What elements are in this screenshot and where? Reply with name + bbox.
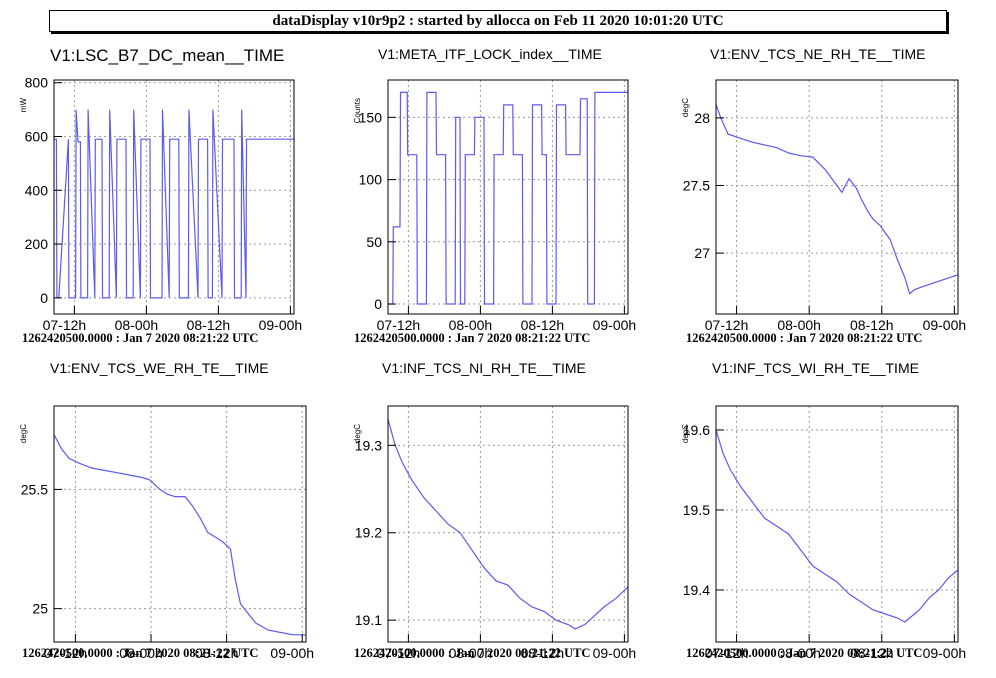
y-tick-label: 25.5 (21, 481, 48, 497)
chart-title: V1:ENV_TCS_WE_RH_TE__TIME (50, 360, 269, 376)
x-tick-label: 09-00h (259, 317, 303, 333)
chart-timestamp-footer: 1262420500.0000 : Jan 7 2020 08:21:22 UT… (354, 646, 591, 660)
plot-frame (715, 405, 959, 643)
y-axis-label: degC (681, 98, 690, 117)
x-tick-label: 07-12h (705, 645, 749, 661)
y-tick-label: 150 (359, 109, 383, 125)
series-line (53, 434, 306, 636)
x-tick-label: 08-00h (777, 317, 821, 333)
y-tick-label: 19.4 (683, 582, 710, 598)
y-tick-label: 19.3 (355, 437, 382, 453)
plot-frame (387, 405, 629, 643)
x-tick-label: 07-12h (377, 645, 421, 661)
y-axis-label: Counts (353, 98, 362, 123)
plot-frame (53, 79, 295, 315)
y-tick-label: 800 (25, 75, 49, 91)
chart-plot: 07-12h 08-00h 08-12h 09-00h 25 25.5 degC (19, 405, 314, 661)
y-tick-label: 27.5 (683, 178, 710, 194)
y-tick-label: 50 (366, 234, 382, 250)
x-tick-label: 08-12h (850, 645, 894, 661)
y-tick-label: 28 (694, 110, 710, 126)
x-tick-label: 08-12h (187, 317, 231, 333)
y-tick-label: 400 (25, 182, 49, 198)
y-axis-label: mW (19, 98, 28, 113)
chart-title: V1:INF_TCS_NI_RH_TE__TIME (382, 360, 586, 376)
y-tick-label: 600 (25, 128, 49, 144)
plot-frame (387, 79, 629, 315)
chart-panel: V1:LSC_B7_DC_mean__TIME 07-12h 08-00h 08-12… (0, 36, 332, 356)
x-tick-label: 09-00h (270, 645, 314, 661)
chart-title: V1:LSC_B7_DC_mean__TIME (50, 46, 285, 65)
y-tick-label: 19.2 (355, 525, 382, 541)
chart-panel: V1:ENV_TCS_WE_RH_TE__TIME 07-12h 08-00h 08-… (0, 358, 332, 678)
y-axis-label: degC (681, 424, 690, 443)
x-tick-label: 07-12h (377, 317, 421, 333)
x-tick-label: 07-12h (44, 645, 88, 661)
x-tick-label: 08-00h (777, 645, 821, 661)
chart-panel: V1:ENV_TCS_NE_RH_TE__TIME 07-12h 08-00h 08-… (664, 36, 996, 356)
chart-title: V1:ENV_TCS_NE_RH_TE__TIME (710, 46, 926, 62)
y-tick-label: 27 (694, 245, 710, 261)
x-tick-label: 07-12h (43, 317, 87, 333)
y-tick-label: 25 (32, 601, 48, 617)
chart-panel: V1:INF_TCS_WI_RH_TE__TIME 07-12h 08-00h 08-… (664, 358, 996, 678)
x-tick-label: 09-00h (923, 317, 967, 333)
x-tick-label: 08-12h (850, 317, 894, 333)
y-axis-label: degC (353, 424, 362, 443)
chart-timestamp-footer: 1262420500.0000 : Jan 7 2020 08:21:22 UT… (686, 331, 923, 345)
series-line (388, 91, 628, 305)
x-tick-label: 08-00h (449, 645, 493, 661)
x-tick-label: 08-12h (521, 645, 565, 661)
chart-timestamp-footer: 1262420500.0000 : Jan 7 2020 08:21:22 UT… (22, 331, 259, 345)
chart-timestamp-footer: 1262420500.0000 : Jan 7 2020 08:21:22 UT… (22, 646, 259, 660)
x-tick-label: 07-12h (705, 317, 749, 333)
plot-frame (715, 79, 959, 315)
y-tick-label: 100 (359, 172, 383, 188)
y-tick-label: 19.6 (683, 422, 710, 438)
x-tick-label: 08-12h (521, 317, 565, 333)
chart-plot: 07-12h 08-00h 08-12h 09-00h 0 200 400 600 800 mW (19, 75, 303, 333)
chart-plot: 07-12h 08-00h 08-12h 09-00h 27 27.5 28 degC (681, 79, 967, 333)
series-line (715, 429, 959, 623)
x-tick-label: 09-00h (593, 645, 637, 661)
y-tick-label: 0 (40, 290, 48, 306)
display-title-banner: dataDisplay v10r9p2 : started by allocca… (49, 10, 947, 32)
y-tick-label: 0 (374, 296, 382, 312)
x-tick-label: 09-00h (593, 317, 637, 333)
x-tick-label: 09-00h (923, 645, 967, 661)
x-tick-label: 08-00h (119, 645, 163, 661)
chart-title: V1:META_ITF_LOCK_index__TIME (378, 46, 602, 62)
chart-panel: V1:INF_TCS_NI_RH_TE__TIME 07-12h 08-00h 08-… (332, 358, 664, 678)
chart-timestamp-footer: 1262420500.0000 : Jan 7 2020 08:21:22 UT… (686, 646, 923, 660)
x-tick-label: 08-00h (449, 317, 493, 333)
plot-frame (53, 405, 307, 643)
series-line (715, 104, 959, 295)
x-tick-label: 08-00h (115, 317, 159, 333)
y-tick-label: 19.1 (355, 612, 382, 628)
y-axis-label: degC (19, 424, 28, 443)
x-tick-label: 08-12h (195, 645, 239, 661)
y-tick-label: 200 (25, 236, 49, 252)
chart-title: V1:INF_TCS_WI_RH_TE__TIME (712, 360, 919, 376)
series-line (387, 418, 629, 630)
chart-timestamp-footer: 1262420500.0000 : Jan 7 2020 08:21:22 UT… (354, 331, 591, 345)
y-tick-label: 19.5 (683, 502, 710, 518)
series-line (54, 109, 294, 299)
chart-panel: V1:META_ITF_LOCK_index__TIME 07-12h 08-00h… (332, 36, 664, 356)
